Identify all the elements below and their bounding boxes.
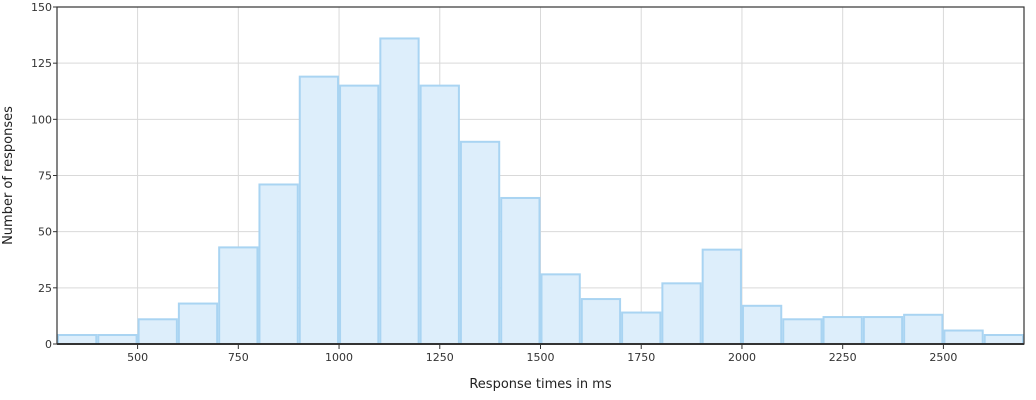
y-tick-label: 75 [38, 170, 52, 183]
x-tick-label: 1750 [627, 351, 655, 364]
histogram-bar [298, 75, 340, 345]
histogram-bar [621, 311, 662, 345]
histogram-bar [782, 318, 823, 345]
y-tick-label: 25 [38, 282, 52, 295]
x-tick-label: 750 [228, 351, 249, 364]
x-tick-label: 2000 [728, 351, 756, 364]
histogram-bar [661, 282, 702, 345]
y-tick-label: 100 [31, 113, 52, 126]
histogram-bar [580, 298, 622, 346]
histogram-bar [540, 273, 581, 345]
histogram-bar [339, 84, 380, 345]
histogram-bar [258, 183, 299, 345]
histogram-bar [419, 84, 460, 345]
y-tick-label: 125 [31, 57, 52, 70]
histogram-bar [379, 37, 420, 345]
y-tick-label: 50 [38, 226, 52, 239]
y-tick-label: 0 [45, 338, 52, 351]
x-tick-label: 1000 [325, 351, 353, 364]
x-tick-label: 500 [127, 351, 148, 364]
histogram-bar [741, 304, 783, 346]
histogram-bar [822, 316, 863, 346]
x-tick-label: 2500 [929, 351, 957, 364]
x-axis-title: Response times in ms [469, 377, 611, 392]
histogram-bar [500, 196, 541, 345]
histogram-bar [903, 313, 944, 346]
histogram-bar [459, 140, 501, 345]
histogram-bar [943, 329, 984, 345]
histogram-bar [701, 248, 742, 345]
histogram-bar [862, 316, 904, 346]
histogram-bar [57, 334, 98, 346]
histogram-bars [57, 37, 1024, 346]
histogram-bar [137, 318, 178, 345]
histogram-bar [983, 334, 1024, 346]
histogram-bar [97, 334, 138, 346]
tick-labels: 500 750 1000 1250 1500 1750 2000 2250 2500 0 25 50 7… [31, 1, 957, 364]
axes [53, 6, 1025, 349]
x-tick-label: 1250 [426, 351, 454, 364]
x-tick-label: 1500 [527, 351, 555, 364]
x-tick-label: 2250 [829, 351, 857, 364]
y-tick-label: 150 [31, 1, 52, 14]
y-axis-title: Number of responses [1, 106, 16, 245]
histogram-bar [177, 302, 219, 345]
histogram-bar [218, 246, 259, 345]
